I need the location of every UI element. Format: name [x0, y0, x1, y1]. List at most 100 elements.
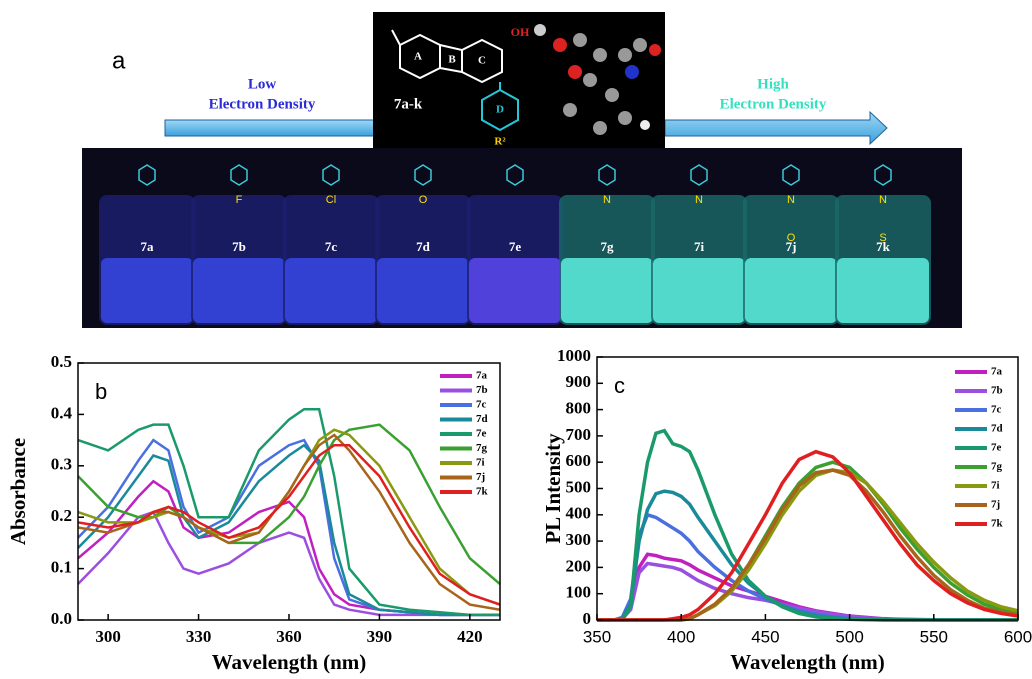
y-tick-label: 700 — [566, 425, 592, 444]
vial-label: 7e — [509, 239, 522, 254]
vial-label: 7k — [876, 239, 891, 254]
legend-label: 7k — [476, 486, 489, 498]
vial-liquid — [561, 258, 653, 323]
series-line — [597, 512, 1018, 622]
low-label: Low — [248, 76, 277, 92]
x-tick-label: 360 — [276, 627, 302, 646]
y-tick-label: 500 — [566, 477, 592, 496]
substituent-ring — [322, 164, 340, 186]
substituent-atom: O — [419, 194, 428, 206]
legend-label: 7b — [476, 384, 488, 396]
compound-name: 7a-k — [394, 96, 423, 112]
x-axis-label: Wavelength (nm) — [730, 650, 885, 674]
vial-liquid — [193, 258, 285, 323]
substituent-atom: S — [879, 232, 886, 244]
series-line — [77, 443, 500, 617]
vial-label: 7b — [232, 239, 246, 254]
y-tick-label: 600 — [566, 451, 592, 470]
substituent-ring — [506, 164, 524, 186]
legend-label: 7c — [476, 399, 487, 411]
substituent-ring — [414, 164, 432, 186]
y-tick-label: 0.5 — [51, 352, 72, 371]
ring-label: B — [448, 54, 456, 66]
low-label: Electron Density — [209, 96, 316, 112]
legend-label: 7j — [991, 499, 1000, 511]
y-tick-label: 0.1 — [51, 558, 72, 577]
y-tick-label: 0.3 — [51, 455, 72, 474]
y-tick-label: 0 — [583, 609, 592, 628]
vial-liquid — [837, 258, 929, 323]
series-line — [77, 423, 501, 585]
molecule-drawing — [391, 29, 519, 132]
y-tick-label: 800 — [566, 399, 592, 418]
legend-label: 7a — [476, 370, 488, 382]
y-tick-label: 200 — [566, 556, 592, 575]
y-tick-label: 100 — [566, 583, 592, 602]
legend-label: 7j — [476, 471, 485, 483]
legend-label: 7i — [991, 480, 1000, 492]
y-axis-label: Absorbance — [6, 438, 30, 545]
substituent-atom: N — [695, 194, 703, 206]
ring-label: C — [478, 55, 486, 67]
y-axis-label: PL Intensity — [541, 433, 565, 544]
x-tick-label: 450 — [751, 627, 779, 646]
vial-label: 7j — [786, 239, 797, 254]
substituent-atom: Cl — [326, 194, 336, 206]
r-label: R² — [494, 136, 506, 148]
vial-liquid — [377, 258, 469, 323]
panel-label: b — [95, 379, 107, 404]
substituent-atom: F — [236, 194, 243, 206]
x-tick-label: 300 — [95, 627, 121, 646]
legend-label: 7k — [991, 518, 1004, 530]
molecule-box — [373, 12, 665, 148]
vial-liquid — [653, 258, 745, 323]
legend-label: 7e — [476, 428, 487, 440]
y-tick-label: 400 — [566, 504, 592, 523]
x-tick-label: 500 — [835, 627, 863, 646]
vial-liquid — [101, 258, 193, 323]
vial-label: 7a — [141, 239, 155, 254]
substituent-atom: N — [879, 194, 887, 206]
x-tick-label: 400 — [667, 627, 695, 646]
panel-label: c — [614, 373, 625, 398]
high-label: High — [757, 76, 789, 92]
substituent-ring — [782, 164, 800, 186]
substituent-atom: O — [787, 232, 796, 244]
ring-label: D — [496, 104, 504, 116]
high-label: Electron Density — [720, 96, 827, 112]
legend-label: 7g — [991, 461, 1003, 473]
x-tick-label: 330 — [186, 627, 212, 646]
vial-liquid — [285, 258, 377, 323]
substituent-ring — [690, 164, 708, 186]
substituent-atom: N — [787, 194, 795, 206]
substituent-ring — [230, 164, 248, 186]
vial-liquid — [745, 258, 837, 323]
molecule-3d — [534, 24, 661, 135]
legend-label: 7i — [476, 457, 485, 469]
series-line — [77, 438, 500, 617]
series-line — [77, 408, 500, 617]
arrow-left — [164, 119, 376, 137]
y-tick-label: 300 — [566, 530, 592, 549]
series-line — [77, 443, 501, 606]
substituent-atom: N — [603, 194, 611, 206]
substituent-ring — [598, 164, 616, 186]
y-tick-label: 1000 — [557, 346, 591, 365]
x-tick-label: 600 — [1004, 627, 1032, 646]
y-tick-label: 900 — [566, 372, 592, 391]
x-tick-label: 390 — [367, 627, 393, 646]
oh-label: OH — [511, 25, 530, 39]
vial-label: 7c — [325, 239, 338, 254]
legend-label: 7e — [991, 442, 1002, 454]
legend-label: 7g — [476, 442, 488, 454]
x-axis-label: Wavelength (nm) — [212, 650, 367, 674]
panel-a: 7a 7b F 7c Cl 7d O 7e 7g N 7i N 7j N O 7k N S — [82, 12, 962, 328]
legend-label: 7d — [476, 413, 488, 425]
arrow-right — [664, 110, 888, 146]
ring-label: A — [414, 51, 422, 63]
x-tick-label: 420 — [457, 627, 483, 646]
vial-label: 7g — [601, 239, 615, 254]
legend-label: 7a — [991, 366, 1003, 378]
y-tick-label: 0.4 — [51, 403, 73, 422]
